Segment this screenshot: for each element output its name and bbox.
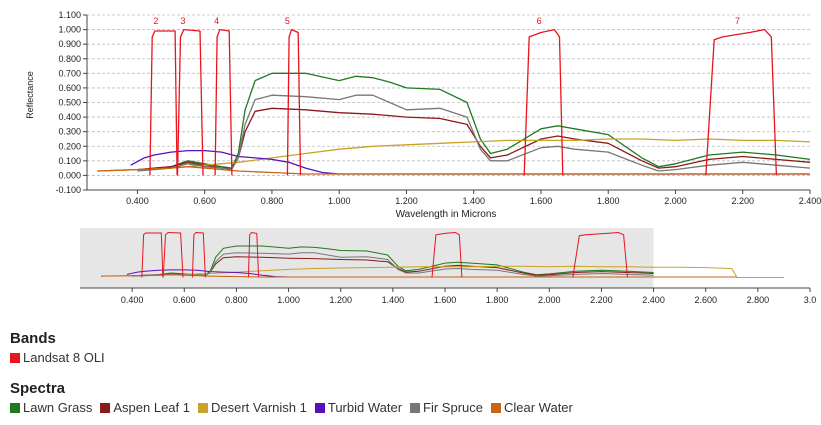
x-tick-label: 2.400 bbox=[799, 196, 821, 206]
spectra-legend-item[interactable]: Desert Varnish 1 bbox=[198, 400, 307, 415]
spectra-legend-items: Lawn Grass Aspen Leaf 1 Desert Varnish 1 Tu… bbox=[10, 400, 581, 415]
y-tick-label: 0.000 bbox=[58, 170, 81, 180]
band-legend-item[interactable]: Landsat 8 OLI bbox=[10, 350, 105, 365]
y-tick-label: -0.100 bbox=[55, 185, 81, 195]
series-line-4[interactable] bbox=[137, 94, 811, 172]
x-tick-label: 1.400 bbox=[462, 196, 485, 206]
legend-label: Clear Water bbox=[504, 400, 573, 415]
band-curve-2[interactable] bbox=[214, 28, 233, 176]
overview-series-line-5 bbox=[100, 274, 737, 278]
legend-swatch bbox=[491, 402, 501, 413]
legend-label: Fir Spruce bbox=[423, 400, 483, 415]
overview-x-tick-label: 1.600 bbox=[434, 295, 457, 305]
overview-x-tick-label: 2.400 bbox=[642, 295, 665, 305]
band-label: 7 bbox=[735, 16, 740, 26]
y-tick-label: 0.300 bbox=[58, 127, 81, 137]
y-tick-label: 1.100 bbox=[58, 10, 81, 20]
legend-swatch bbox=[10, 352, 20, 363]
series-line-0[interactable] bbox=[137, 72, 811, 171]
x-tick-label: 1.600 bbox=[530, 196, 553, 206]
overview-x-tick-label: 1.200 bbox=[329, 295, 352, 305]
spectra-legend-item[interactable]: Fir Spruce bbox=[410, 400, 483, 415]
overview-x-tick-label: 1.800 bbox=[486, 295, 509, 305]
x-tick-label: 0.800 bbox=[261, 196, 284, 206]
main-spectra-chart[interactable]: Reflectance Wavelength in Microns 1.1001… bbox=[0, 0, 821, 228]
overview-x-tick-label: 2.600 bbox=[694, 295, 717, 305]
y-axis-label: Reflectance bbox=[25, 71, 35, 119]
bands-legend: Bands Landsat 8 OLI bbox=[10, 330, 113, 365]
overview-x-tick-label: 2.800 bbox=[747, 295, 770, 305]
overview-band-curve-5 bbox=[572, 231, 628, 278]
overview-band-curve-3 bbox=[247, 231, 260, 278]
overview-x-tick-label: 0.600 bbox=[173, 295, 196, 305]
band-curve-1[interactable] bbox=[176, 28, 204, 176]
legend-swatch bbox=[100, 402, 111, 413]
legend-swatch bbox=[314, 402, 325, 413]
overview-x-tick-label: 1.400 bbox=[382, 295, 405, 305]
band-curve-0[interactable] bbox=[149, 30, 178, 176]
x-tick-label: 0.400 bbox=[126, 196, 149, 206]
x-tick-label: 0.600 bbox=[193, 196, 216, 206]
x-tick-label: 1.000 bbox=[328, 196, 351, 206]
band-curve-5[interactable] bbox=[705, 28, 778, 176]
overview-band-curve-4 bbox=[431, 231, 463, 278]
overview-series-line-2 bbox=[100, 265, 784, 278]
band-curve-4[interactable] bbox=[523, 28, 564, 176]
overview-band-curve-0 bbox=[141, 232, 164, 278]
y-tick-label: 0.500 bbox=[58, 98, 81, 108]
y-tick-label: 1.000 bbox=[58, 25, 81, 35]
band-label: 6 bbox=[537, 16, 542, 26]
bands-legend-items: Landsat 8 OLI bbox=[10, 350, 113, 365]
overview-x-tick-label: 2.000 bbox=[538, 295, 561, 305]
band-label: 2 bbox=[153, 16, 158, 26]
overview-selection-window[interactable] bbox=[80, 228, 654, 288]
legend-swatch bbox=[410, 402, 421, 413]
overview-band-curve-1 bbox=[162, 231, 184, 278]
legend-label: Landsat 8 OLI bbox=[23, 350, 105, 365]
overview-x-tick-label: 0.800 bbox=[225, 295, 248, 305]
overview-band-curves bbox=[141, 231, 628, 278]
series-line-2[interactable] bbox=[97, 138, 811, 172]
x-axis-label: Wavelength in Microns bbox=[396, 209, 497, 220]
band-curve-3[interactable] bbox=[286, 28, 302, 176]
overview-x-tick-label: 3.0 bbox=[804, 295, 817, 305]
band-curves: 2 3 4 5 6 7 bbox=[149, 16, 778, 176]
y-tick-label: 0.700 bbox=[58, 68, 81, 78]
band-label: 4 bbox=[214, 16, 219, 26]
x-tick-label: 1.200 bbox=[395, 196, 418, 206]
y-tick-label: 0.100 bbox=[58, 156, 81, 166]
overview-x-tick-label: 2.200 bbox=[590, 295, 613, 305]
spectra-legend-item[interactable]: Lawn Grass bbox=[10, 400, 92, 415]
legend-label: Desert Varnish 1 bbox=[211, 400, 307, 415]
spectra-legend: Spectra Lawn Grass Aspen Leaf 1 Desert Var… bbox=[10, 380, 581, 415]
overview-x-tick-label: 1.000 bbox=[277, 295, 300, 305]
spectra-legend-item[interactable]: Turbid Water bbox=[314, 400, 403, 415]
y-tick-label: 0.200 bbox=[58, 141, 81, 151]
x-tick-label: 2.200 bbox=[731, 196, 754, 206]
y-tick-label: 0.800 bbox=[58, 54, 81, 64]
overview-x-tick-label: 0.400 bbox=[121, 295, 144, 305]
spectra-lines bbox=[97, 72, 811, 175]
x-tick-label: 2.000 bbox=[664, 196, 687, 206]
y-tick-label: 0.400 bbox=[58, 112, 81, 122]
legend-label: Lawn Grass bbox=[23, 400, 93, 415]
legend-swatch bbox=[198, 402, 208, 413]
y-tick-label: 0.600 bbox=[58, 83, 81, 93]
spectra-legend-item[interactable]: Aspen Leaf 1 bbox=[100, 400, 190, 415]
spectra-legend-item[interactable]: Clear Water bbox=[491, 400, 573, 415]
series-line-5[interactable] bbox=[97, 166, 810, 175]
legend-swatch bbox=[10, 402, 20, 413]
bands-legend-title: Bands bbox=[10, 330, 56, 347]
grid: 1.100 1.000 0.900 0.800 0.700 0.600 0.500 0.400… bbox=[55, 10, 821, 206]
legend-label: Turbid Water bbox=[327, 400, 403, 415]
band-label: 3 bbox=[180, 16, 185, 26]
band-label: 5 bbox=[285, 16, 290, 26]
x-tick-label: 1.800 bbox=[597, 196, 620, 206]
overview-band-curve-2 bbox=[191, 231, 206, 278]
overview-chart[interactable]: 0.400 0.600 0.800 1.000 1.200 1.400 1.600 1.800… bbox=[0, 226, 821, 306]
spectra-legend-title: Spectra bbox=[10, 380, 66, 397]
y-tick-label: 0.900 bbox=[58, 39, 81, 49]
legend-label: Aspen Leaf 1 bbox=[113, 400, 190, 415]
